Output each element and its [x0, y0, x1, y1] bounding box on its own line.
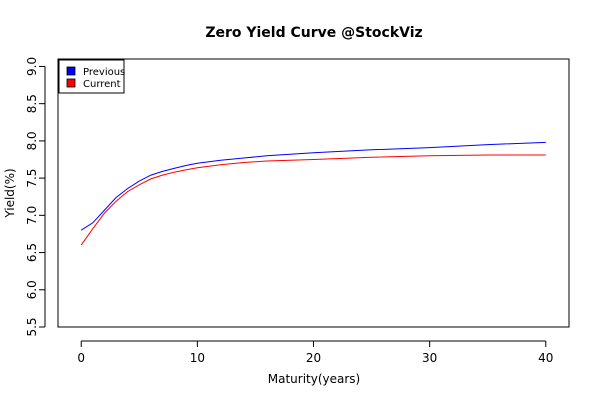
- y-tick-label: 6.0: [25, 280, 39, 299]
- y-tick-label: 6.5: [25, 243, 39, 262]
- x-tick-label: 0: [77, 351, 85, 365]
- chart-title: Zero Yield Curve @StockViz: [205, 25, 422, 41]
- y-tick-label: 5.5: [25, 317, 39, 336]
- y-tick-label: 7.5: [25, 169, 39, 188]
- y-axis: 5.5 6.0 6.5 7.0 7.5 8.0 8.5 9.0: [25, 57, 46, 337]
- series-lines: [80, 141, 546, 246]
- x-axis: 0 10 20 30 40: [77, 340, 553, 365]
- y-tick-label: 8.0: [25, 131, 39, 150]
- series-line-current: [80, 154, 546, 246]
- series-line-previous: [80, 141, 546, 231]
- legend-box: [58, 59, 125, 94]
- legend-swatch-previous: [66, 66, 76, 76]
- legend-label-previous: Previous: [83, 67, 125, 78]
- y-tick-label: 7.0: [25, 206, 39, 225]
- x-tick-label: 20: [306, 351, 321, 365]
- x-tick-label: 10: [190, 351, 205, 365]
- plot-frame: [57, 58, 570, 328]
- legend-label-current: Current: [83, 79, 121, 90]
- y-tick-label: 8.5: [25, 94, 39, 113]
- x-axis-label: Maturity(years): [268, 372, 360, 386]
- legend-swatch-current: [66, 78, 76, 88]
- x-tick-label: 40: [538, 351, 553, 365]
- y-tick-label: 9.0: [25, 57, 39, 76]
- y-axis-label: Yield(%): [3, 168, 17, 218]
- x-tick-label: 30: [422, 351, 437, 365]
- legend: Previous Current: [58, 59, 125, 94]
